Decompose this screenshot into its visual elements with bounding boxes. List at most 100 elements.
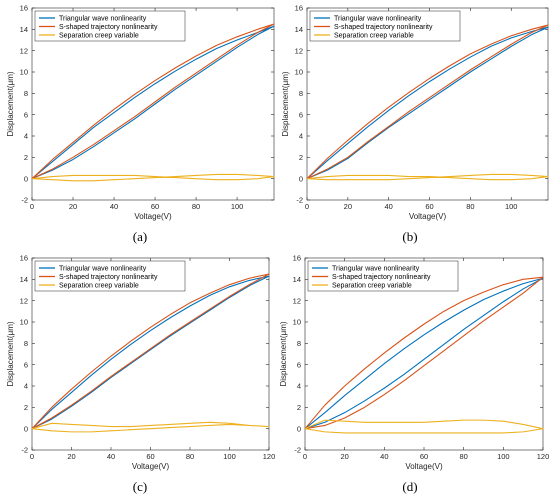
panel-caption: (a): [133, 229, 147, 244]
y-axis-label: Displacement(μm): [6, 71, 15, 136]
legend-box: [34, 10, 186, 42]
legend-entry: Separation creep variable: [59, 32, 139, 39]
legend-entry: Triangular wave nonlinearity: [59, 15, 147, 22]
series-line-s-shaped: [31, 273, 270, 430]
x-tick-label: 120: [263, 452, 276, 461]
x-tick-label: 20: [340, 452, 348, 461]
x-tick-label: 0: [303, 452, 307, 461]
y-tick-label: 14: [293, 275, 301, 284]
y-axis-label: Displacement(μm): [6, 321, 15, 386]
y-tick-label: -2: [21, 196, 28, 205]
y-tick-label: 2: [299, 153, 303, 162]
y-tick-label: 14: [20, 25, 28, 34]
series-line-s-shaped: [31, 23, 275, 180]
y-tick-label: 2: [24, 403, 28, 412]
x-tick-label: 60: [151, 202, 159, 211]
y-tick-label: 12: [293, 296, 301, 305]
series-line-creep: [31, 173, 275, 182]
x-tick-label: 100: [505, 202, 518, 211]
x-axis-label: Voltage(V): [132, 462, 170, 471]
x-tick-label: 60: [146, 452, 154, 461]
x-tick-label: 20: [69, 202, 77, 211]
series-line-creep: [31, 421, 270, 433]
panel-caption: (c): [133, 479, 147, 494]
legend-entry: S-shaped trajectory nonlinearity: [332, 274, 431, 281]
y-tick-label: 10: [20, 318, 28, 327]
y-tick-label: 16: [295, 4, 303, 13]
y-tick-label: 10: [295, 68, 303, 77]
y-tick-label: 16: [293, 254, 301, 263]
legend-entry: S-shaped trajectory nonlinearity: [334, 24, 433, 31]
legend-entry: S-shaped trajectory nonlinearity: [59, 274, 158, 281]
series-line-triangular: [306, 26, 549, 180]
y-tick-label: -2: [21, 446, 28, 455]
y-tick-label: 6: [24, 110, 28, 119]
legend-entry: Separation creep variable: [332, 282, 412, 289]
legend-entry: Triangular wave nonlinearity: [334, 15, 422, 22]
x-tick-label: 80: [192, 202, 200, 211]
legend-box: [34, 260, 186, 292]
y-tick-label: 10: [20, 68, 28, 77]
legend-entry: Separation creep variable: [59, 282, 139, 289]
y-tick-label: 8: [24, 89, 28, 98]
x-tick-label: 80: [459, 452, 467, 461]
x-axis-label: Voltage(V): [134, 212, 172, 221]
legend-entry: Separation creep variable: [334, 32, 414, 39]
y-axis-label: Displacement(μm): [281, 71, 290, 136]
series-line-creep: [304, 419, 544, 434]
y-tick-label: 0: [24, 424, 28, 433]
x-tick-label: 100: [497, 452, 510, 461]
y-tick-label: 6: [24, 360, 28, 369]
x-tick-label: 100: [223, 452, 236, 461]
y-tick-label: 8: [24, 339, 28, 348]
panel-caption: (d): [402, 479, 417, 494]
y-tick-label: 16: [20, 254, 28, 263]
x-tick-label: 40: [107, 452, 115, 461]
y-tick-label: 2: [24, 153, 28, 162]
y-tick-label: 8: [297, 339, 301, 348]
y-tick-label: 10: [293, 318, 301, 327]
series-line-creep: [306, 173, 549, 181]
legend-box: [309, 10, 461, 42]
series-line-s-shaped: [304, 276, 544, 430]
series-line-triangular: [31, 25, 275, 180]
y-axis-label: Displacement(μm): [279, 321, 288, 386]
x-tick-label: 60: [425, 202, 433, 211]
y-tick-label: 0: [299, 174, 303, 183]
y-tick-label: 4: [24, 382, 28, 391]
x-axis-label: Voltage(V): [405, 462, 443, 471]
y-tick-label: 0: [24, 174, 28, 183]
y-tick-label: 4: [297, 382, 301, 391]
y-tick-label: 14: [20, 275, 28, 284]
legend-box: [307, 260, 459, 292]
y-tick-label: 12: [20, 296, 28, 305]
legend-entry: Triangular wave nonlinearity: [332, 265, 420, 272]
legend-entry: Triangular wave nonlinearity: [59, 265, 147, 272]
x-tick-label: 20: [344, 202, 352, 211]
y-tick-label: 6: [299, 110, 303, 119]
y-tick-label: -2: [294, 446, 301, 455]
y-tick-label: 2: [297, 403, 301, 412]
x-tick-label: 80: [466, 202, 474, 211]
y-tick-label: 12: [295, 46, 303, 55]
x-axis-label: Voltage(V): [409, 212, 447, 221]
y-tick-label: -2: [296, 196, 303, 205]
x-tick-label: 40: [385, 202, 393, 211]
y-tick-label: 14: [295, 25, 303, 34]
panel-caption: (b): [402, 229, 417, 244]
x-tick-label: 80: [186, 452, 194, 461]
y-tick-label: 8: [299, 89, 303, 98]
x-tick-label: 100: [231, 202, 244, 211]
legend-entry: S-shaped trajectory nonlinearity: [59, 24, 158, 31]
x-tick-label: 0: [30, 452, 34, 461]
series-line-triangular: [31, 275, 270, 430]
x-tick-label: 0: [305, 202, 309, 211]
x-tick-label: 0: [30, 202, 34, 211]
x-tick-label: 20: [67, 452, 75, 461]
series-line-triangular: [304, 277, 544, 430]
